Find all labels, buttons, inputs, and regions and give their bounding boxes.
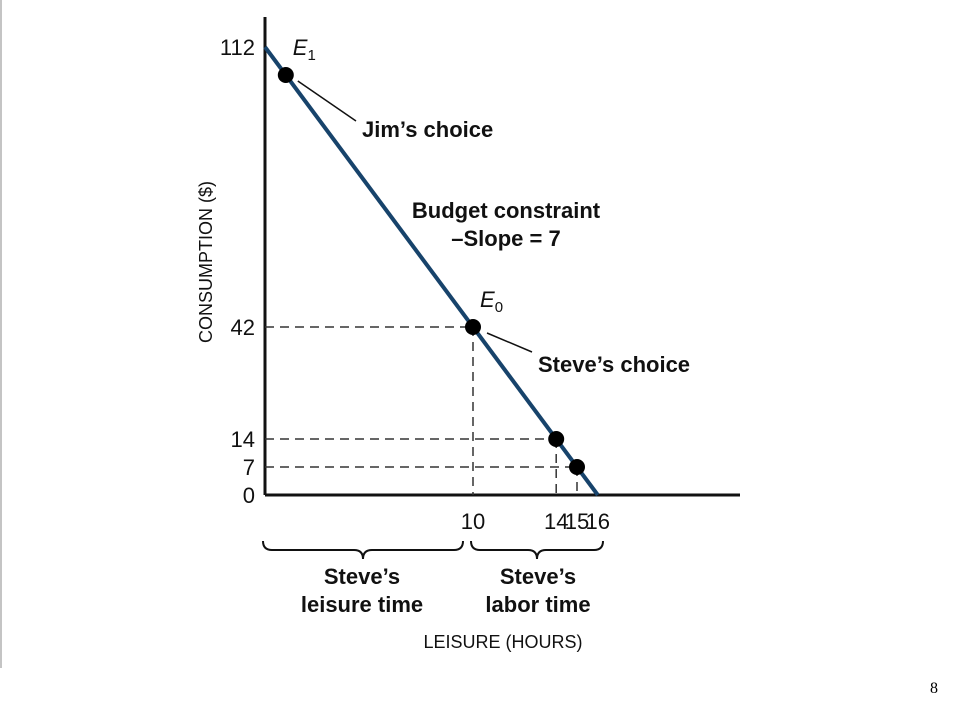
x-tick-1: 14 <box>544 509 568 534</box>
x-axis-title: LEISURE (HOURS) <box>423 632 582 652</box>
x-tick-2: 15 <box>565 509 589 534</box>
jim-choice-label: Jim’s choice <box>362 117 493 142</box>
point-label-0: E1 <box>293 35 316 64</box>
steve-choice-label: Steve’s choice <box>538 352 690 377</box>
leisure-brace-label-line1: Steve’s <box>324 564 400 589</box>
y-tick-4: 0 <box>243 483 255 508</box>
y-tick-1: 42 <box>231 315 255 340</box>
steve-choice-leader <box>486 332 533 353</box>
point-2 <box>548 431 565 447</box>
y-tick-0: 112 <box>220 35 255 60</box>
jim-choice-leader <box>297 80 357 122</box>
point-label-subscript-0: 1 <box>307 47 315 64</box>
budget-constraint-label-line2: –Slope = 7 <box>451 226 560 251</box>
point-1 <box>465 319 481 335</box>
labor-brace-label-line1: Steve’s <box>500 564 576 589</box>
budget-constraint-label-line1: Budget constraint <box>412 198 601 223</box>
x-tick-0: 10 <box>461 509 485 534</box>
y-tick-2: 14 <box>231 427 255 452</box>
annotation-leaders <box>297 80 533 353</box>
leisure-brace-label-line2: leisure time <box>301 592 423 617</box>
y-tick-3: 7 <box>243 455 255 480</box>
point-3 <box>569 459 585 475</box>
page-number: 8 <box>930 680 938 697</box>
point-0 <box>277 67 294 83</box>
labor-time-brace <box>470 540 604 560</box>
y-tick-labels: 112 42 14 7 0 <box>220 35 255 508</box>
point-label-subscript-1: 0 <box>495 299 503 316</box>
labor-brace-label-line2: labor time <box>485 592 590 617</box>
leisure-time-brace <box>262 540 464 560</box>
guide-lines <box>265 326 578 495</box>
budget-constraint-line <box>263 45 600 497</box>
x-tick-3: 16 <box>586 509 610 534</box>
y-axis-title: CONSUMPTION ($) <box>196 181 216 343</box>
data-points: E1 E0 <box>277 35 585 475</box>
point-label-1: E0 <box>480 287 503 316</box>
